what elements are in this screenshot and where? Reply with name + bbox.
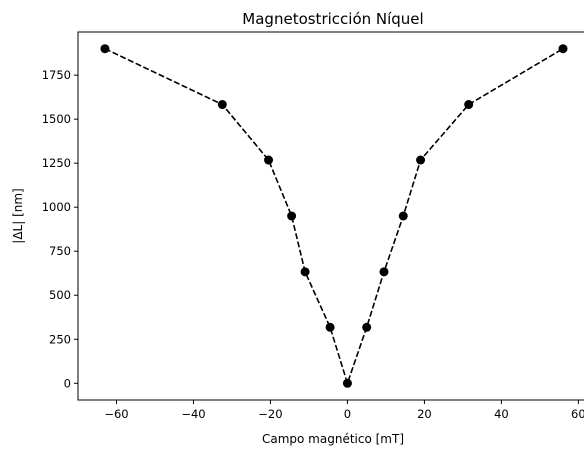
data-point — [398, 211, 408, 221]
data-point — [416, 155, 426, 165]
data-point — [287, 211, 297, 221]
x-tick-label: 20 — [417, 407, 432, 421]
data-point — [300, 267, 310, 277]
y-tick-label: 1250 — [42, 156, 71, 170]
y-tick-label: 1000 — [42, 200, 71, 214]
x-tick-label: −60 — [104, 407, 128, 421]
data-point — [217, 100, 227, 110]
y-tick-label: 1750 — [42, 68, 71, 82]
y-tick-label: 0 — [64, 376, 71, 390]
plot-frame — [77, 31, 584, 401]
y-tick-label: 1500 — [42, 112, 71, 126]
data-point — [342, 378, 352, 388]
data-point — [464, 100, 474, 110]
x-tick-label: 40 — [494, 407, 509, 421]
data-point — [362, 322, 372, 332]
y-tick-label: 500 — [49, 288, 71, 302]
chart-title: Magnetostricción Níquel — [242, 10, 423, 28]
x-tick-label: 0 — [344, 407, 351, 421]
x-tick-label: −20 — [258, 407, 282, 421]
y-axis-label: |ΔL| [nm] — [11, 188, 25, 243]
y-tick-label: 250 — [49, 332, 71, 346]
x-tick-label: 60 — [571, 407, 584, 421]
series-line — [104, 48, 564, 386]
x-tick-label: −40 — [181, 407, 205, 421]
data-point — [264, 155, 274, 165]
x-axis: −60 −40 −20 0 20 40 60 — [104, 400, 584, 421]
data-point — [100, 44, 110, 54]
y-axis: 0 250 500 750 1000 1250 1500 1750 — [42, 68, 78, 390]
x-axis-label: Campo magnético [mT] — [262, 432, 404, 446]
data-point — [379, 267, 389, 277]
plot-area — [100, 44, 568, 388]
data-point — [558, 44, 568, 54]
y-tick-label: 750 — [49, 244, 71, 258]
data-point — [325, 322, 335, 332]
